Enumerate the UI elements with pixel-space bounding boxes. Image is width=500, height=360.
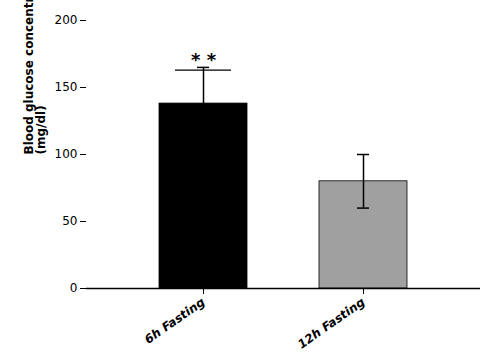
svg-text:150: 150 bbox=[55, 80, 78, 94]
svg-text:* *: * * bbox=[191, 49, 217, 70]
svg-text:50: 50 bbox=[62, 214, 77, 228]
svg-text:0: 0 bbox=[70, 281, 78, 295]
svg-text:12h Fasting: 12h Fasting bbox=[295, 295, 368, 352]
svg-text:100: 100 bbox=[55, 147, 78, 161]
svg-text:Blood glucose concentration(mg: Blood glucose concentration(mg/dl) bbox=[22, 0, 48, 155]
svg-text:6h Fasting: 6h Fasting bbox=[142, 295, 208, 347]
svg-text:200: 200 bbox=[55, 13, 78, 27]
